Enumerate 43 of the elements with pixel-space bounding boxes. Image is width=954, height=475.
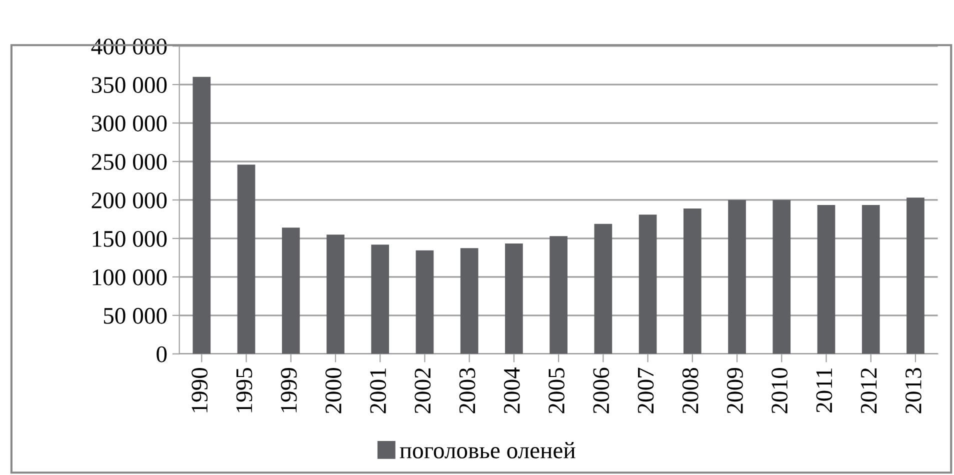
bar — [772, 200, 791, 354]
x-tick-label: 2009 — [726, 368, 743, 414]
bar — [416, 250, 434, 354]
bar — [282, 228, 300, 354]
y-tick-label: 200 000 — [92, 192, 167, 208]
x-tick-label: 2013 — [905, 368, 922, 414]
x-tick-label: 2010 — [772, 368, 788, 414]
bar — [906, 198, 924, 354]
x-tick-label: 1990 — [192, 368, 208, 412]
bar — [550, 236, 568, 354]
bar — [862, 204, 880, 354]
x-tick-label: 2000 — [325, 368, 342, 414]
y-tick-label: 100 000 — [92, 269, 167, 286]
x-tick-label: 2007 — [638, 368, 654, 414]
bar — [371, 244, 390, 354]
x-tick-label: 2001 — [370, 368, 386, 414]
bar — [326, 234, 344, 354]
y-tick-label: 150 000 — [92, 230, 167, 247]
y-tick-label: 300 000 — [92, 116, 167, 132]
bar — [817, 204, 836, 354]
bar — [460, 248, 478, 354]
bar — [683, 208, 702, 354]
x-tick-label: 2005 — [548, 368, 564, 414]
y-tick-label: 50 000 — [104, 308, 167, 324]
x-tick-label: 2002 — [414, 368, 431, 414]
bar — [192, 76, 211, 354]
y-tick-label: 250 000 — [92, 154, 167, 170]
bar — [237, 164, 256, 354]
bar — [594, 224, 612, 354]
bar — [638, 214, 657, 354]
x-tick-label: 2012 — [860, 368, 877, 414]
y-tick-label: 350 000 — [92, 77, 167, 93]
x-tick-label: 1999 — [280, 368, 297, 412]
x-tick-label: 2006 — [593, 368, 610, 414]
bar — [728, 200, 746, 354]
x-tick-label: 2004 — [504, 367, 520, 414]
x-tick-label: 2003 — [459, 368, 476, 414]
bar — [505, 243, 523, 354]
x-tick-label: 2011 — [816, 368, 832, 412]
legend-label: поголовье оленей — [400, 442, 576, 458]
y-tick-label: 0 — [156, 346, 167, 362]
x-tick-label: 2008 — [682, 368, 698, 414]
x-tick-label: 1995 — [236, 368, 252, 412]
